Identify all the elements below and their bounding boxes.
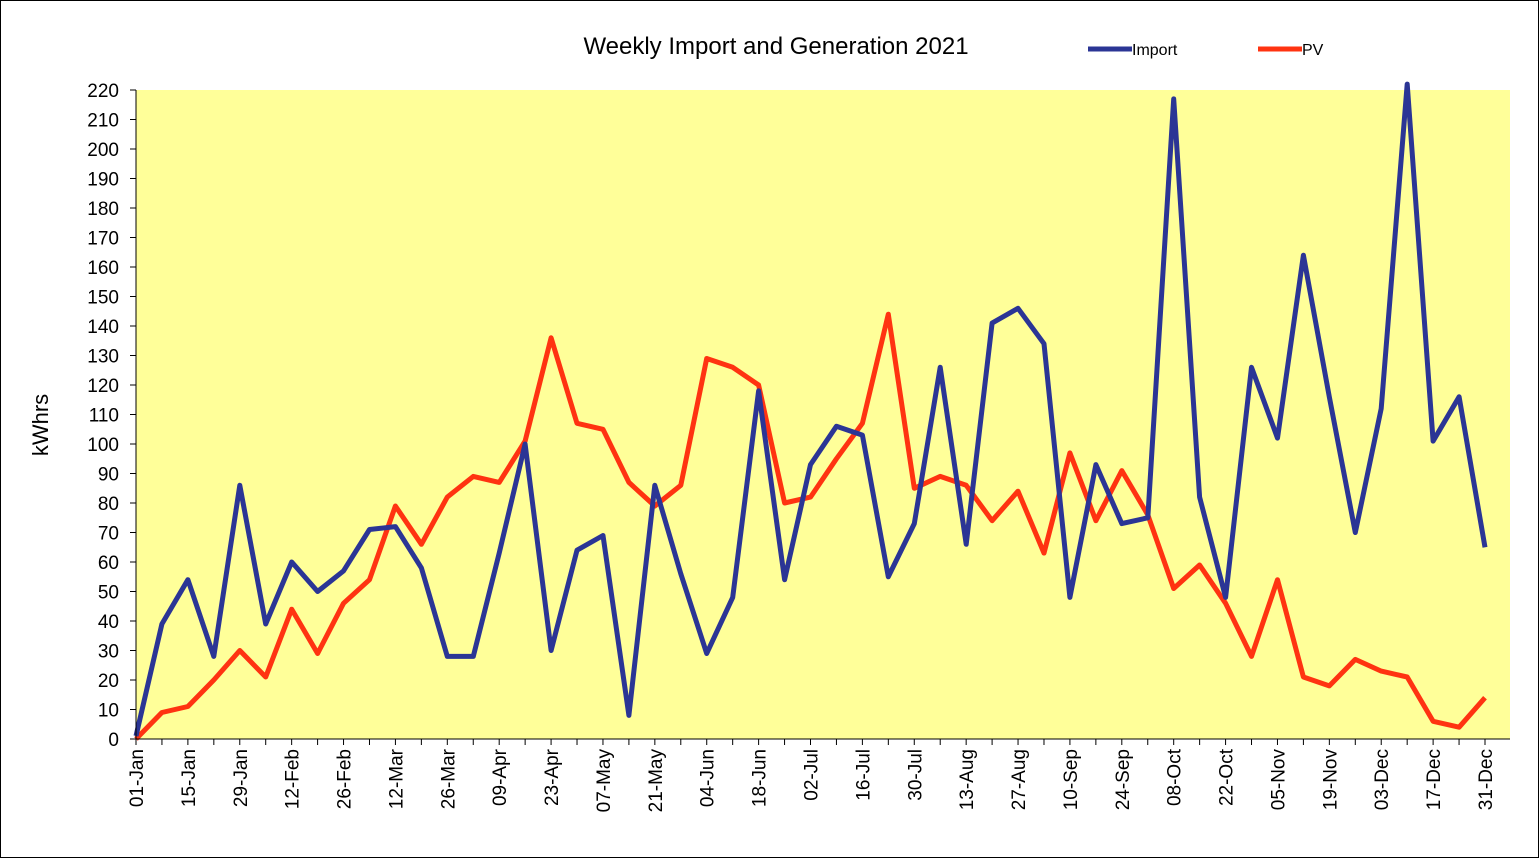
legend-label-pv: PV (1302, 42, 1324, 59)
y-tick-label: 30 (98, 642, 119, 663)
x-tick-label: 26-Mar (438, 748, 459, 809)
legend-label-import: Import (1132, 42, 1178, 59)
x-tick-label: 05-Nov (1268, 749, 1289, 811)
plot-area (136, 90, 1510, 739)
x-tick-label: 19-Nov (1320, 749, 1341, 811)
x-tick-label: 07-May (594, 749, 615, 813)
chart-title: Weekly Import and Generation 2021 (583, 33, 968, 60)
x-tick-label: 15-Jan (179, 749, 200, 807)
series-layer (133, 81, 1488, 741)
x-axis-ticks: 01-Jan 15-Jan 29-Jan 12-Feb 26-Feb 12-Mar 26-M… (127, 739, 1497, 812)
y-tick-label: 80 (98, 494, 119, 515)
y-tick-label: 140 (87, 317, 119, 338)
x-tick-label: 09-Apr (490, 748, 511, 806)
y-tick-label: 210 (87, 111, 119, 132)
y-tick-label: 150 (87, 288, 119, 309)
x-tick-label: 04-Jun (698, 749, 719, 807)
x-tick-label: 17-Dec (1424, 749, 1445, 810)
x-tick-label: 12-Mar (386, 748, 407, 809)
y-tick-label: 130 (87, 347, 119, 368)
x-tick-label: 21-May (646, 749, 667, 813)
x-tick-label: 29-Jan (231, 749, 252, 807)
y-axis-label: kWhrs (28, 394, 53, 456)
y-tick-label: 200 (87, 140, 119, 161)
y-tick-label: 20 (98, 671, 119, 692)
y-tick-label: 180 (87, 199, 119, 220)
series-line-import (133, 81, 1488, 737)
x-tick-label: 23-Apr (542, 748, 563, 806)
y-tick-label: 100 (87, 435, 119, 456)
x-tick-label: 24-Sep (1113, 749, 1134, 810)
y-tick-label: 220 (87, 81, 119, 102)
y-tick-label: 90 (98, 465, 119, 486)
y-axis-ticks: 0 10 20 30 40 50 60 70 80 90 100 110 120 130 140 150 160… (87, 81, 136, 751)
x-tick-label: 10-Sep (1061, 749, 1082, 810)
x-tick-label: 26-Feb (335, 749, 356, 809)
y-tick-label: 120 (87, 376, 119, 397)
y-tick-label: 50 (98, 583, 119, 604)
x-tick-label: 13-Aug (957, 749, 978, 810)
x-tick-label: 03-Dec (1372, 749, 1393, 810)
y-tick-label: 60 (98, 553, 119, 574)
x-tick-label: 30-Jul (905, 749, 926, 801)
y-tick-label: 0 (108, 730, 119, 751)
x-tick-label: 16-Jul (853, 749, 874, 801)
y-tick-label: 160 (87, 258, 119, 279)
legend: Import PV (1088, 42, 1324, 59)
series-line-pv (134, 311, 1487, 741)
y-tick-label: 170 (87, 229, 119, 250)
x-tick-label: 08-Oct (1165, 748, 1186, 806)
x-tick-label: 12-Feb (283, 749, 304, 809)
y-tick-label: 10 (98, 701, 119, 722)
x-tick-label: 18-Jun (750, 749, 771, 807)
y-tick-label: 70 (98, 524, 119, 545)
y-tick-label: 110 (89, 406, 119, 427)
y-tick-label: 40 (98, 612, 119, 633)
x-tick-label: 31-Dec (1476, 749, 1497, 810)
x-tick-label: 02-Jul (802, 749, 823, 801)
x-tick-label: 01-Jan (127, 749, 148, 807)
x-tick-label: 27-Aug (1009, 749, 1030, 810)
x-tick-label: 22-Oct (1217, 748, 1238, 806)
y-tick-label: 190 (87, 170, 119, 191)
